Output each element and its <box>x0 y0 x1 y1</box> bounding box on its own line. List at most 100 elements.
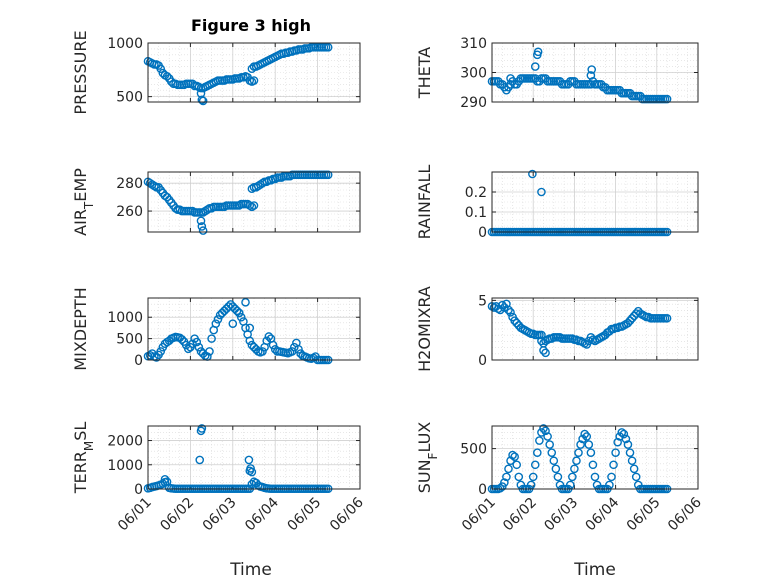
data-point <box>145 178 155 188</box>
data-point <box>158 479 168 488</box>
y-tick-label: 260 <box>116 204 143 220</box>
y-tick-label: 280 <box>116 176 143 192</box>
y-axis-label: SUNFLUX <box>415 422 440 494</box>
data-point <box>543 432 552 441</box>
data-point <box>514 472 524 482</box>
panel-rainfall: 0 0.1 0.2 RAINFALL <box>415 165 699 241</box>
data-point <box>631 472 641 482</box>
data-point <box>547 448 557 457</box>
data-point <box>213 315 223 324</box>
x-tick-label: 06/04 <box>242 494 282 534</box>
data-point <box>194 342 204 352</box>
data-point <box>510 452 519 461</box>
data-point <box>528 472 538 482</box>
data-point <box>576 440 585 449</box>
data-point <box>197 424 207 433</box>
data-point <box>537 428 546 437</box>
data-point <box>662 94 672 104</box>
x-axis-label-left: Time <box>229 560 272 580</box>
x-tick-label: 06/05 <box>285 495 325 535</box>
data-point <box>197 95 207 105</box>
data-point <box>177 335 187 344</box>
data-point <box>541 426 550 436</box>
y-tick-label: 0 <box>134 353 143 369</box>
figure-title: Figure 3 high <box>191 16 311 35</box>
data-point <box>570 464 579 474</box>
x-tick-label: 06/05 <box>624 495 664 535</box>
data-point <box>584 440 594 449</box>
data-point <box>537 330 546 340</box>
x-tick-label: 06/02 <box>500 495 540 535</box>
data-point <box>631 309 641 318</box>
data-point <box>323 42 333 52</box>
data-point <box>289 342 299 352</box>
panel-pressure: 500 1000 PRESSURE <box>71 30 361 115</box>
data-point <box>617 428 627 437</box>
data-point <box>183 344 193 354</box>
data-point <box>211 319 221 328</box>
data-point <box>152 353 161 362</box>
data-point <box>508 450 517 460</box>
data-point <box>551 464 561 474</box>
data-point <box>541 348 550 358</box>
data-point <box>533 47 543 57</box>
data-point <box>236 312 246 322</box>
data-point <box>535 436 544 445</box>
data-point <box>533 448 542 457</box>
series-air-temp <box>143 170 333 235</box>
y-tick-label: 1000 <box>107 36 143 52</box>
data-point <box>613 437 622 447</box>
data-point <box>160 475 170 484</box>
series-pressure <box>143 42 333 106</box>
x-tick-label: 06/01 <box>459 495 499 535</box>
data-point <box>195 455 205 465</box>
data-point <box>625 448 635 457</box>
axes-box <box>147 425 361 490</box>
panel-mixdepth: 0 500 1000 MIXDEPTH <box>71 287 361 371</box>
data-point <box>580 429 590 439</box>
data-point <box>662 313 672 323</box>
data-point <box>629 464 639 474</box>
y-tick-label: 0 <box>134 482 143 498</box>
data-point <box>156 347 166 356</box>
axes-box <box>147 42 361 103</box>
data-point <box>497 300 507 310</box>
data-point <box>198 208 208 217</box>
y-tick-label: 500 <box>460 442 487 458</box>
y-axis-label: H2OMIXRA <box>415 286 434 372</box>
data-point <box>150 181 159 191</box>
data-point <box>549 456 559 466</box>
panel-theta: 290 300 310 THETA <box>415 36 699 111</box>
y-axis-label: THETA <box>415 47 434 99</box>
data-point <box>568 472 577 482</box>
data-point <box>156 64 166 74</box>
data-point <box>196 216 206 226</box>
data-point <box>245 201 255 210</box>
data-point <box>588 460 598 470</box>
data-point <box>627 456 637 466</box>
data-point <box>609 460 618 470</box>
axes-box <box>491 297 699 361</box>
data-point <box>611 448 620 457</box>
y-tick-label: 5 <box>478 293 487 309</box>
data-point <box>197 222 207 231</box>
x-tick-label: 06/06 <box>327 494 367 534</box>
data-point <box>162 71 172 81</box>
x-tick-label: 06/03 <box>541 495 581 535</box>
data-point <box>249 201 259 210</box>
y-tick-label: 500 <box>116 332 143 348</box>
data-point <box>264 332 274 341</box>
data-point <box>574 448 583 457</box>
panel-h2omixra: 0 5 H2OMIXRA <box>415 286 699 372</box>
axes-box <box>491 42 699 103</box>
data-point <box>258 347 267 356</box>
data-point <box>621 434 631 444</box>
data-point <box>586 448 596 457</box>
data-point <box>244 455 254 465</box>
series-mixdepth <box>143 297 333 365</box>
data-point <box>205 347 214 356</box>
x-tick-label: 06/01 <box>115 495 155 535</box>
data-point <box>249 76 259 85</box>
data-point <box>553 472 563 482</box>
data-point <box>530 460 540 470</box>
